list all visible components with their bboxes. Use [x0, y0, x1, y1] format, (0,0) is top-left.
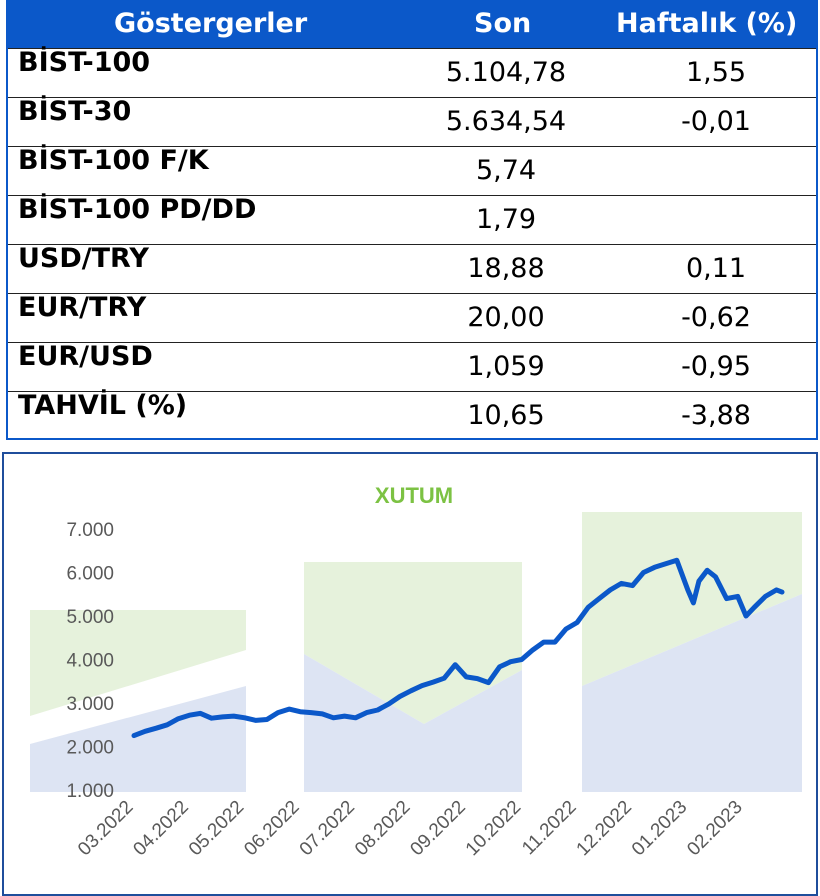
x-tick-label: 09.2022 — [406, 797, 469, 860]
x-tick-label: 02.2023 — [683, 797, 746, 860]
x-tick-label: 10.2022 — [462, 797, 525, 860]
table-row: BİST-100 F/K 5,74 — [8, 145, 816, 195]
header-haftalik: Haftalık (%) — [616, 8, 798, 39]
chart-title: XUTUM — [375, 483, 453, 508]
table-row: EUR/USD 1,059 -0,95 — [8, 341, 816, 391]
row-name: EUR/USD — [18, 341, 153, 372]
row-son: 5.104,78 — [445, 57, 567, 88]
row-haftalik: 1,55 — [685, 57, 747, 88]
watermark-green-shape-left — [30, 610, 246, 716]
row-son: 18,88 — [467, 253, 545, 284]
x-tick-label: 04.2022 — [130, 797, 193, 860]
row-name: TAHVİL (%) — [18, 390, 188, 421]
y-tick-label: 5.000 — [66, 607, 114, 628]
y-tick-label: 7.000 — [66, 520, 114, 541]
watermark-logo — [30, 512, 802, 792]
watermark-blue-shape-mid — [304, 654, 522, 792]
row-name: BİST-100 — [18, 47, 151, 78]
row-name: BİST-100 F/K — [18, 145, 209, 176]
row-name: BİST-30 — [18, 96, 132, 127]
series-group — [131, 557, 785, 739]
watermark-green-shape-mid — [304, 562, 522, 724]
xutum-chart: XUTUM 1.000 2.000 3.000 4.000 5.000 6.000 7.00… — [2, 452, 818, 896]
watermark-blue-shape-right — [582, 594, 802, 792]
x-tick-label: 08.2022 — [351, 797, 414, 860]
y-axis: 1.000 2.000 3.000 4.000 5.000 6.000 7.000 — [66, 520, 114, 802]
row-haftalik: 0,11 — [685, 253, 747, 284]
header-gostergeler: Göstergerler — [114, 8, 308, 39]
row-haftalik: -0,95 — [681, 351, 751, 382]
x-tick-label: 06.2022 — [240, 797, 303, 860]
x-tick-label: 12.2022 — [573, 797, 636, 860]
row-haftalik: -3,88 — [681, 400, 751, 431]
x-tick-label: 03.2022 — [74, 797, 137, 860]
y-tick-label: 6.000 — [66, 564, 114, 585]
x-tick-label: 11.2022 — [518, 797, 580, 859]
table-row: USD/TRY 18,88 0,11 — [8, 243, 816, 293]
row-name: USD/TRY — [18, 243, 149, 274]
row-son: 20,00 — [467, 302, 545, 333]
indicators-table: Göstergerler Son Haftalık (%) BİST-100 5… — [6, 0, 818, 440]
x-axis: 03.202204.202205.202206.202207.202208.20… — [74, 797, 747, 860]
y-tick-label: 2.000 — [66, 738, 114, 759]
table-row: BİST-100 PD/DD 1,79 — [8, 194, 816, 244]
row-son: 5,74 — [475, 155, 537, 186]
x-tick-label: 07.2022 — [296, 797, 359, 860]
row-son: 5.634,54 — [445, 106, 567, 137]
chart-svg: XUTUM 1.000 2.000 3.000 4.000 5.000 6.000 7.00… — [30, 483, 802, 860]
row-haftalik: -0,62 — [681, 302, 751, 333]
row-name: EUR/TRY — [18, 292, 147, 323]
y-tick-label: 1.000 — [66, 781, 114, 802]
table-row: BİST-30 5.634,54 -0,01 — [8, 96, 816, 146]
row-haftalik: -0,01 — [681, 106, 751, 137]
y-tick-label: 3.000 — [66, 694, 114, 715]
table-row: EUR/TRY 20,00 -0,62 — [8, 292, 816, 342]
row-son: 1,79 — [475, 204, 537, 235]
table-row: BİST-100 5.104,78 1,55 — [8, 47, 816, 97]
row-name: BİST-100 PD/DD — [18, 194, 257, 225]
y-tick-label: 4.000 — [66, 651, 114, 672]
x-tick-label: 05.2022 — [185, 797, 248, 860]
x-tick-label: 01.2023 — [628, 797, 691, 860]
header-son: Son — [474, 8, 532, 39]
row-son: 1,059 — [467, 351, 545, 382]
table-header: Göstergerler Son Haftalık (%) — [8, 2, 816, 48]
table-row: TAHVİL (%) 10,65 -3,88 — [8, 390, 816, 440]
row-son: 10,65 — [467, 400, 545, 431]
series-line-xutum — [131, 557, 785, 739]
